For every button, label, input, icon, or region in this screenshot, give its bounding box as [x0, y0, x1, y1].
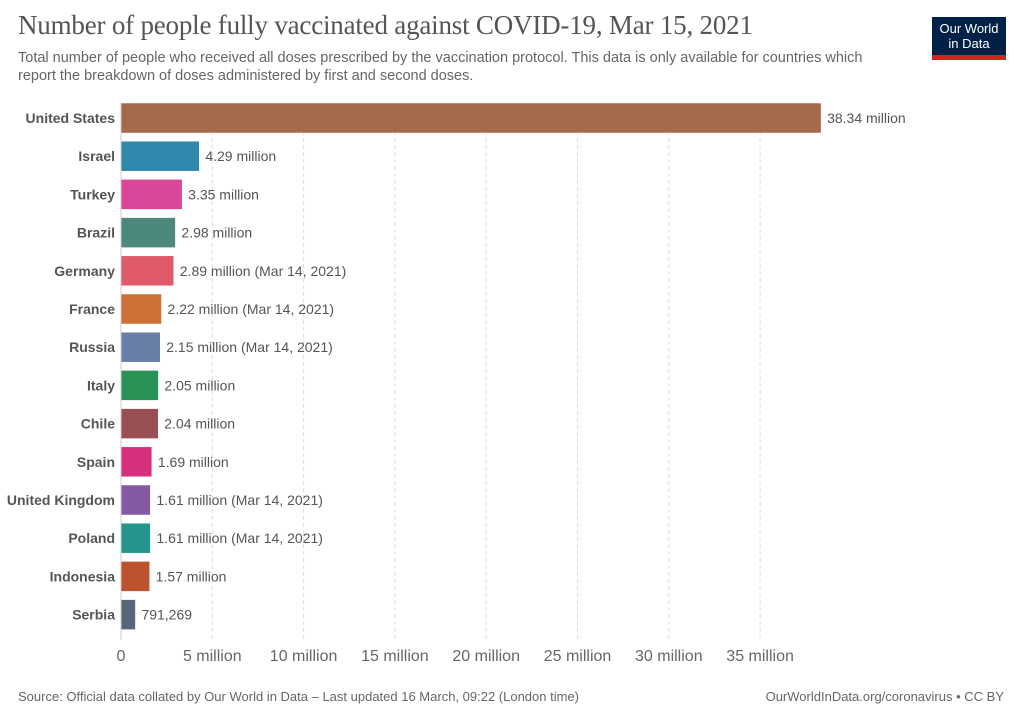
- owid-logo[interactable]: Our World in Data: [932, 17, 1006, 60]
- x-tick-label: 0: [117, 648, 126, 665]
- category-label: Germany: [54, 263, 115, 279]
- x-tick-label: 20 million: [452, 648, 520, 665]
- bar[interactable]: [120, 331, 161, 363]
- value-label: 1.69 million: [158, 454, 229, 470]
- value-label: 2.89 million (Mar 14, 2021): [180, 263, 347, 279]
- x-tick-label: 5 million: [183, 648, 242, 665]
- source-note: Source: Official data collated by Our Wo…: [18, 689, 579, 704]
- category-label: Serbia: [72, 607, 115, 623]
- value-label: 1.57 million: [156, 568, 227, 584]
- bars: United States 38.34 million Israel 4.29 mil…: [7, 102, 906, 630]
- chart-title: Number of people fully vaccinated agains…: [18, 10, 753, 40]
- bar[interactable]: [120, 599, 136, 630]
- bar[interactable]: [120, 255, 175, 287]
- category-label: Spain: [77, 454, 115, 470]
- logo-line-2: in Data: [948, 36, 990, 51]
- value-label: 791,269: [141, 607, 192, 623]
- bar[interactable]: [120, 484, 151, 516]
- bar[interactable]: [120, 370, 159, 401]
- value-label: 2.05 million: [164, 377, 235, 393]
- category-label: United States: [26, 110, 116, 126]
- category-label: Chile: [81, 416, 115, 432]
- bar[interactable]: [120, 217, 176, 248]
- category-label: Italy: [87, 377, 115, 393]
- chart-subtitle: Total number of people who received all …: [18, 50, 863, 84]
- value-label: 3.35 million: [188, 186, 259, 202]
- bar[interactable]: [120, 179, 183, 210]
- category-label: Brazil: [77, 225, 115, 241]
- bar[interactable]: [120, 561, 150, 592]
- value-label: 1.61 million (Mar 14, 2021): [156, 492, 323, 508]
- category-label: France: [69, 301, 115, 317]
- x-tick-label: 15 million: [361, 648, 429, 665]
- category-label: Russia: [69, 339, 115, 355]
- bar[interactable]: [120, 408, 159, 439]
- grid-lines: [211, 103, 761, 640]
- bar[interactable]: [120, 293, 162, 325]
- bar[interactable]: [120, 140, 200, 172]
- category-label: Turkey: [70, 186, 115, 202]
- value-label: 1.61 million (Mar 14, 2021): [156, 530, 323, 546]
- category-label: Poland: [68, 530, 115, 546]
- value-label: 2.98 million: [181, 225, 252, 241]
- category-label: Israel: [78, 148, 115, 164]
- x-tick-label: 25 million: [544, 648, 612, 665]
- logo-line-1: Our World: [939, 21, 999, 36]
- bar[interactable]: [120, 446, 153, 478]
- value-label: 4.29 million: [205, 148, 276, 164]
- category-label: Indonesia: [50, 568, 116, 584]
- logo-accent-bar: [932, 55, 1006, 60]
- value-label: 38.34 million: [827, 110, 906, 126]
- x-tick-label: 35 million: [726, 648, 794, 665]
- category-label: United Kingdom: [7, 492, 115, 508]
- x-axis: 0 5 million 10 million 15 million 20 million…: [117, 103, 794, 665]
- x-tick-label: 10 million: [270, 648, 338, 665]
- value-label: 2.15 million (Mar 14, 2021): [166, 339, 333, 355]
- credit-link[interactable]: OurWorldInData.org/coronavirus • CC BY: [765, 689, 1004, 704]
- bar[interactable]: [120, 522, 151, 554]
- bar[interactable]: [120, 102, 822, 134]
- x-tick-label: 30 million: [635, 648, 703, 665]
- value-label: 2.22 million (Mar 14, 2021): [168, 301, 335, 317]
- value-label: 2.04 million: [164, 416, 235, 432]
